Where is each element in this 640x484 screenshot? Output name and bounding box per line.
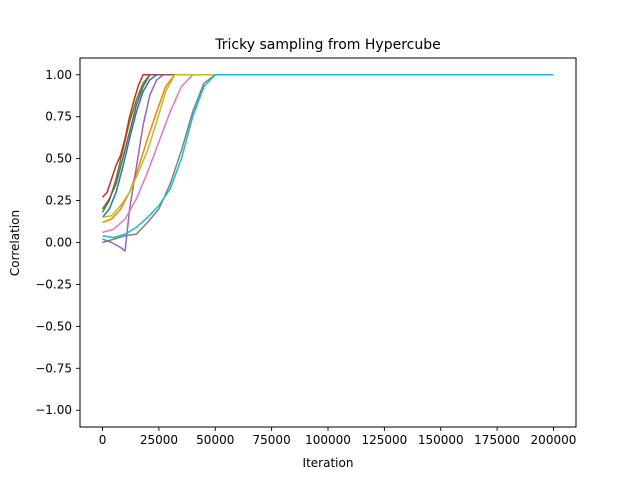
- x-tick-label: 100000: [305, 433, 351, 447]
- chart-title: Tricky sampling from Hypercube: [214, 37, 440, 53]
- series-line-3: [101, 74, 554, 213]
- x-axis-label: Iteration: [303, 456, 354, 470]
- series-line-4: [101, 74, 554, 198]
- y-tick-label: 1.00: [45, 68, 72, 82]
- x-tick-label: 150000: [418, 433, 464, 447]
- plot-frame: [79, 57, 577, 428]
- y-tick-label: 0.50: [45, 152, 72, 166]
- y-tick-label: −1.00: [35, 403, 72, 417]
- x-tick-label: 50000: [196, 433, 234, 447]
- series-line-10: [102, 74, 554, 239]
- x-tick-label: 200000: [531, 433, 577, 447]
- y-tick-label: −0.75: [35, 361, 72, 375]
- series-line-2: [102, 74, 554, 224]
- x-tick-label: 0: [99, 433, 107, 447]
- x-tick-label: 75000: [253, 433, 291, 447]
- series-line-5: [102, 74, 554, 252]
- series-line-6: [101, 74, 554, 210]
- y-tick-label: 0.75: [45, 110, 72, 124]
- x-tick-label: 25000: [140, 433, 178, 447]
- y-axis-label: Correlation: [8, 210, 22, 276]
- series-line-8: [102, 74, 554, 244]
- x-tick-label: 175000: [474, 433, 520, 447]
- series-line-7: [102, 74, 554, 234]
- series-line-9: [102, 74, 554, 219]
- y-tick-label: −0.25: [35, 277, 72, 291]
- y-tick-label: 0.25: [45, 194, 72, 208]
- series-line-1: [101, 74, 554, 218]
- series-layer: [101, 74, 554, 252]
- y-tick-label: −0.50: [35, 319, 72, 333]
- x-tick-label: 125000: [361, 433, 407, 447]
- y-tick-label: 0.00: [45, 236, 72, 250]
- ticks-layer: 0 25000 50000 75000 100000 125000 150000 175000…: [35, 68, 576, 447]
